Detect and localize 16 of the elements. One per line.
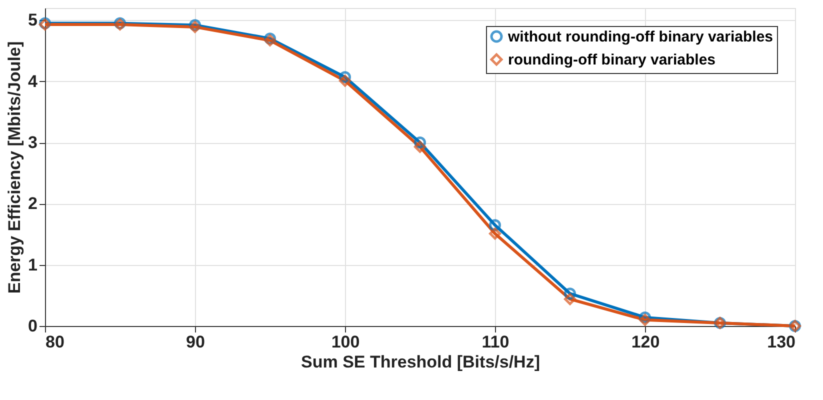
y-tick-label: 2 [28, 194, 38, 214]
y-tick-label: 3 [28, 133, 38, 152]
x-tick-label: 80 [46, 332, 64, 352]
x-tick-label: 130 [767, 332, 796, 352]
x-tick-label: 120 [631, 332, 660, 352]
x-tick-label: 110 [482, 332, 510, 352]
y-axis-title: Energy Efficiency [Mbits/Joule] [5, 41, 24, 294]
y-tick-label: 5 [28, 10, 38, 30]
x-tick-label: 90 [186, 332, 205, 352]
y-tick-label: 1 [28, 255, 38, 274]
x-tick-label: 100 [331, 332, 360, 352]
y-tick-label: 4 [28, 72, 38, 91]
x-axis-title: Sum SE Threshold [Bits/s/Hz] [301, 352, 540, 372]
legend-label: without rounding-off binary variables [507, 28, 774, 46]
legend-label: rounding-off binary variables [508, 52, 716, 68]
y-tick-label: 0 [28, 316, 38, 336]
